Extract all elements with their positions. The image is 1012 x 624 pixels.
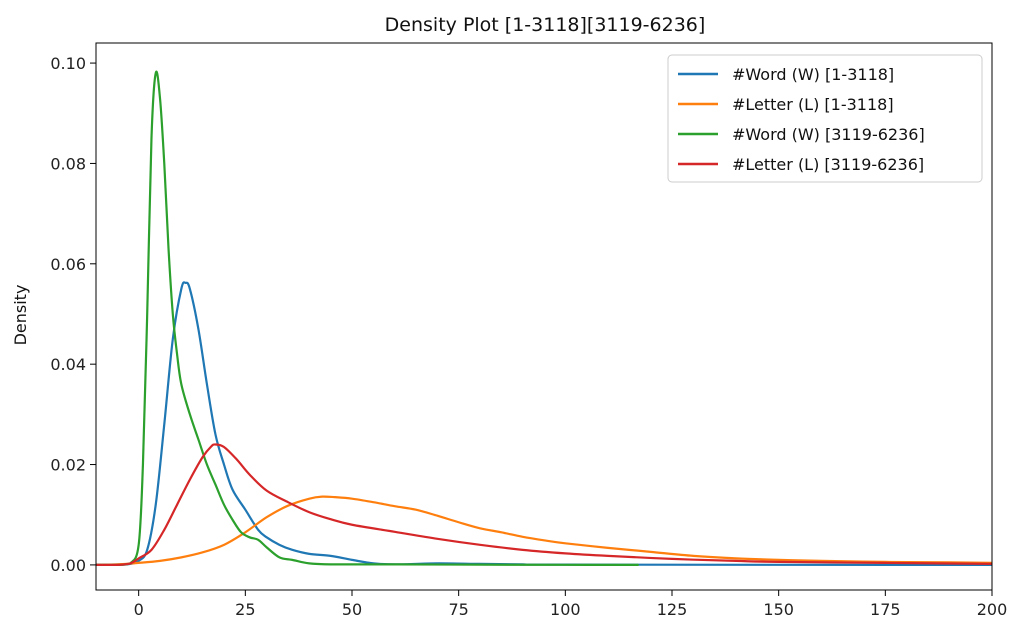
legend-label: #Letter (L) [3119-6236] (732, 155, 924, 174)
series-line-2 (96, 495, 992, 567)
legend-label: #Letter (L) [1-3118] (732, 95, 894, 114)
x-tick-label: 75 (448, 600, 468, 619)
x-tick-label: 150 (763, 600, 794, 619)
x-tick-label: 25 (235, 600, 255, 619)
legend-label: #Word (W) [3119-6236] (732, 125, 925, 144)
series-line-1 (96, 281, 992, 567)
y-tick-label: 0.08 (50, 154, 86, 173)
y-tick-label: 0.02 (50, 456, 86, 475)
series-layer (96, 70, 992, 567)
tick-layer: 0 25 50 75 100 125 150 175 200 0.00 0.02 0.04 0.06 0.… (50, 54, 1007, 619)
legend: #Word (W) [1-3118] #Letter (L) [1-3118] #W… (667, 54, 983, 183)
x-tick-label: 200 (977, 600, 1008, 619)
chart-title: Density Plot [1-3118][3119-6236] (385, 14, 706, 36)
plot-frame (95, 42, 993, 591)
x-tick-label: 175 (870, 600, 901, 619)
legend-label: #Word (W) [1-3118] (732, 65, 894, 84)
y-tick-label: 0.04 (50, 355, 86, 374)
x-tick-label: 125 (657, 600, 688, 619)
x-tick-label: 50 (342, 600, 362, 619)
y-axis-label: Density (11, 285, 30, 346)
series-line-4 (96, 443, 992, 567)
y-tick-label: 0.10 (50, 54, 86, 73)
x-tick-label: 100 (550, 600, 581, 619)
y-tick-label: 0.00 (50, 556, 86, 575)
legend-box (667, 54, 983, 183)
series-line-3 (96, 70, 639, 567)
x-tick-label: 0 (134, 600, 144, 619)
y-tick-label: 0.06 (50, 255, 86, 274)
